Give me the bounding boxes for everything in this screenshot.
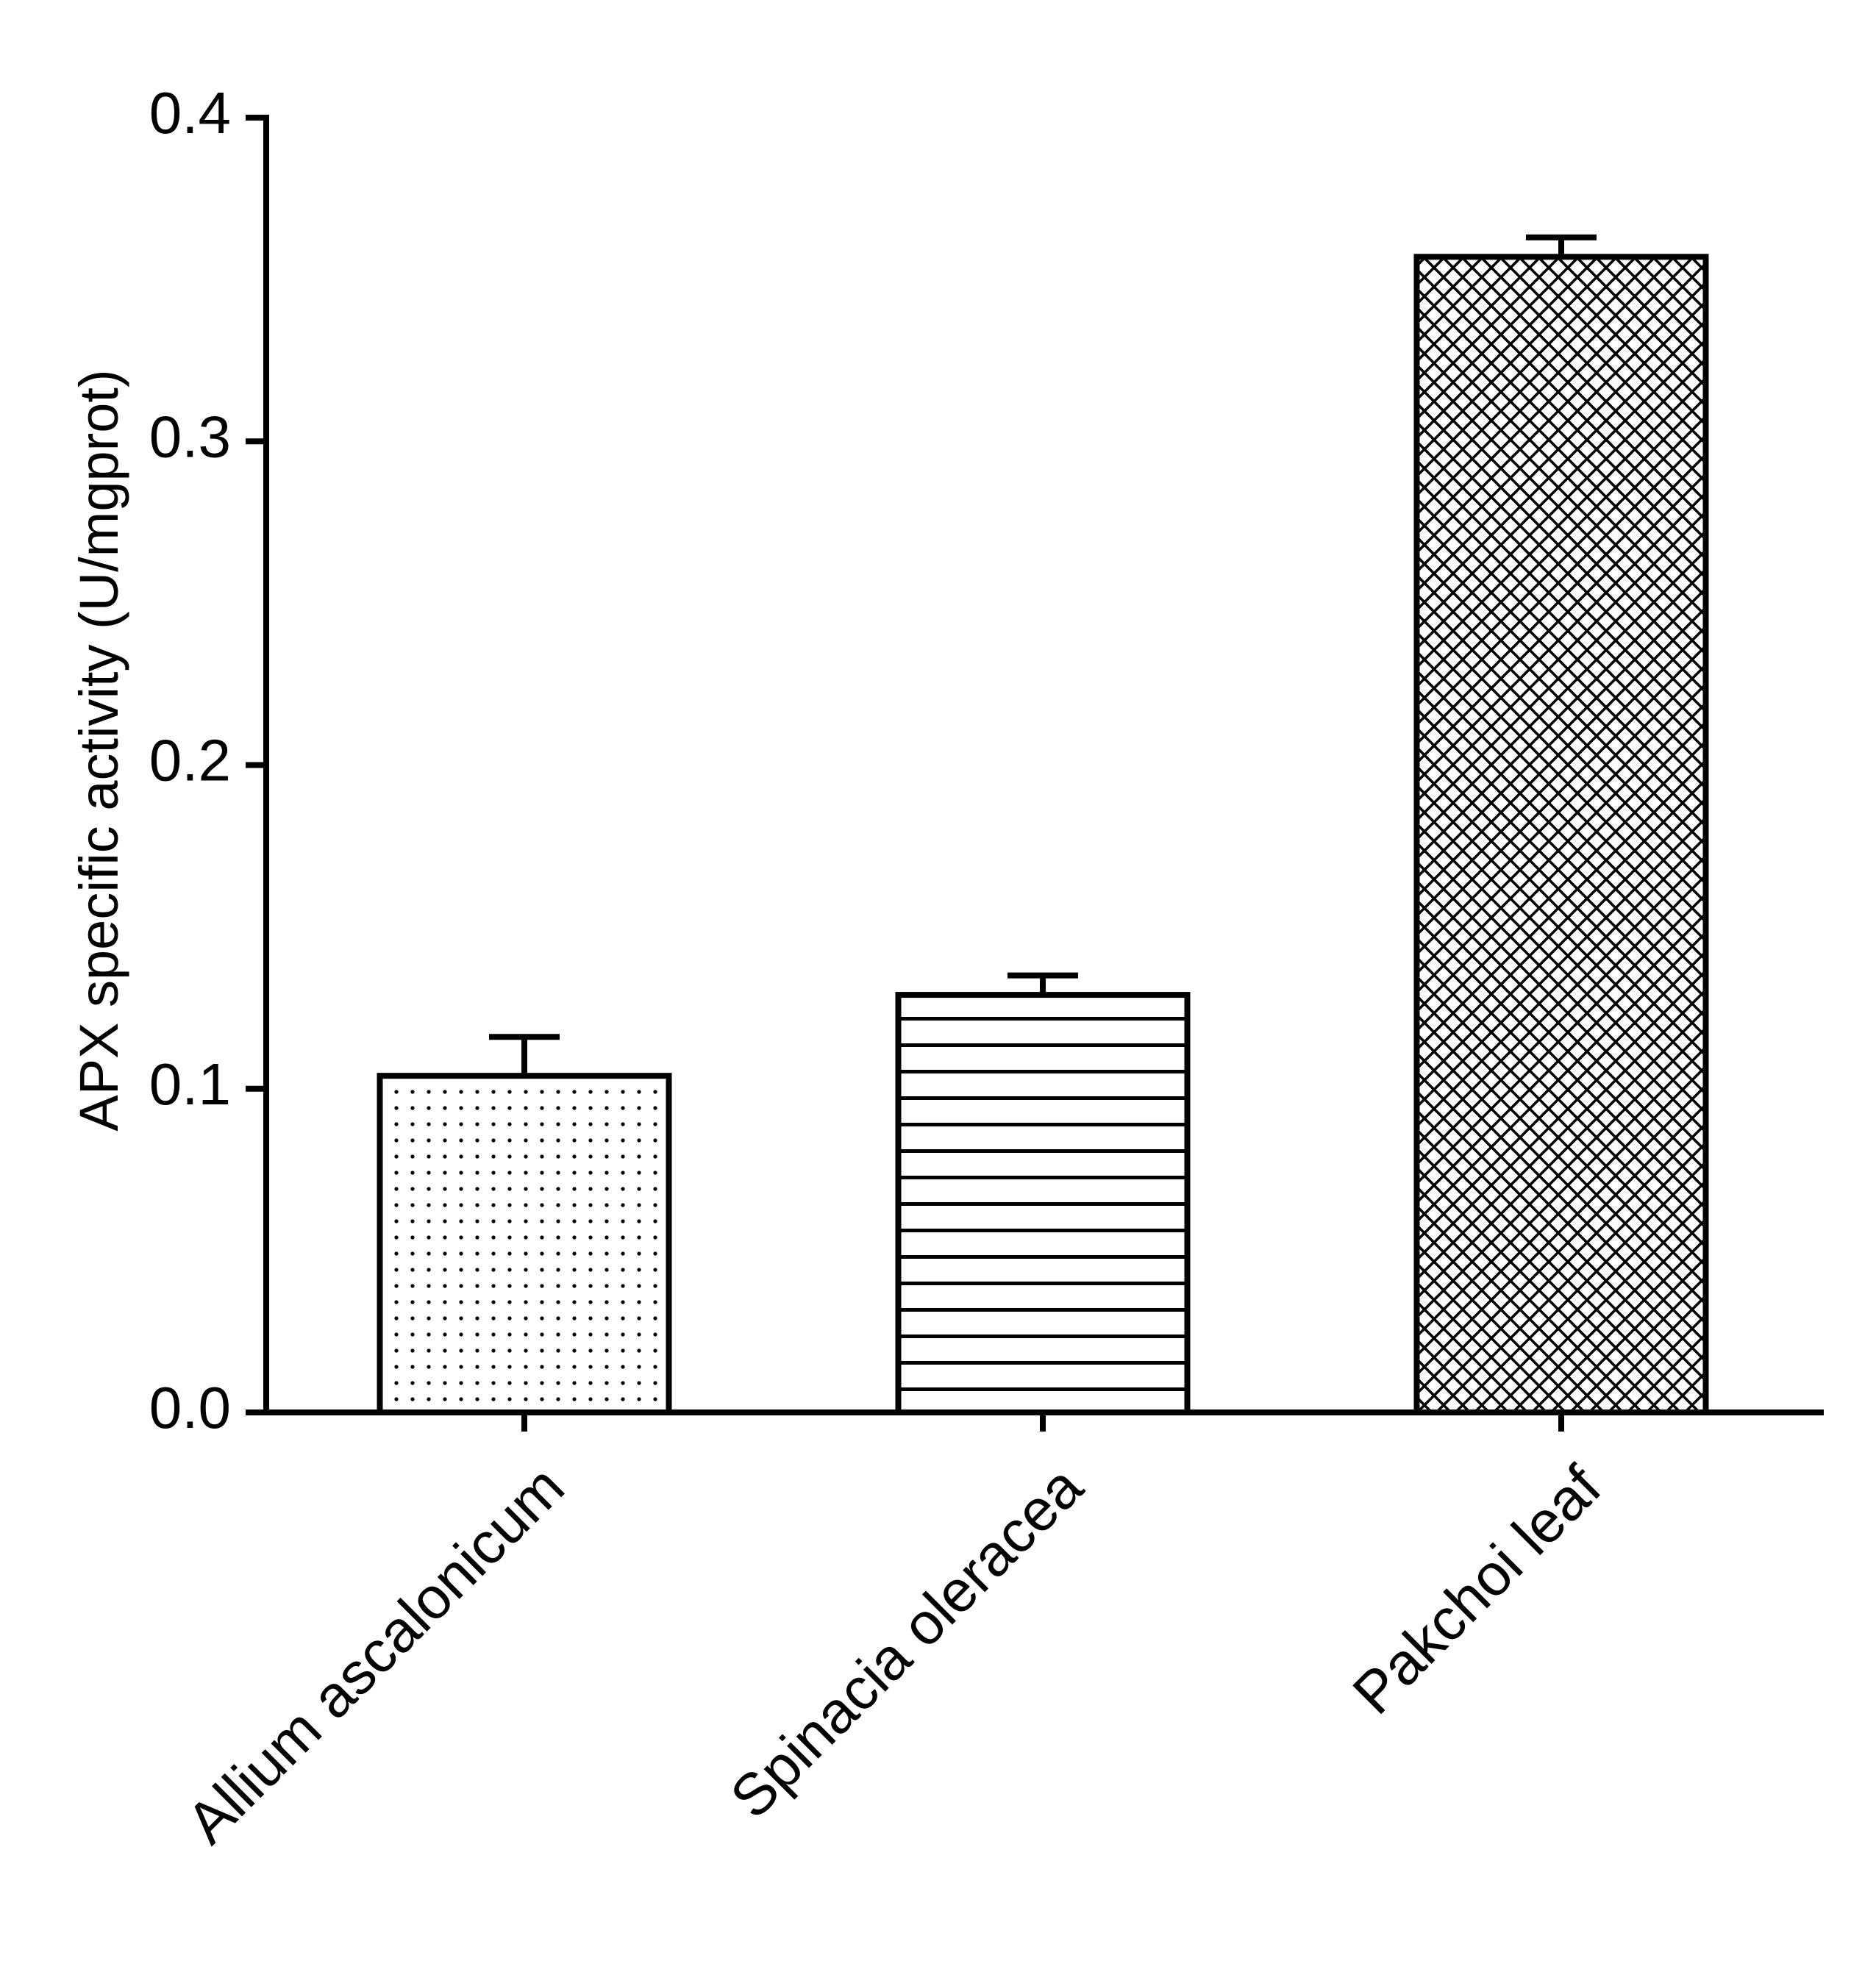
x-tick-label-3: Pakchoi leaf — [1341, 1453, 1614, 1726]
y-axis-label: APX specific activity (U/mgprot) — [68, 369, 129, 1131]
y-tick-label-4: 0.3 — [149, 404, 231, 469]
y-tick-label-3: 0.2 — [149, 728, 231, 793]
y-tick-label-1: 0.0 — [149, 1375, 231, 1440]
bar-1 — [377, 1073, 672, 1415]
x-tick-label-2: Spinacia oleracea — [718, 1453, 1095, 1830]
y-tick-label-2: 0.1 — [149, 1051, 231, 1117]
labels-layer: Allium ascalonicum Spinacia oleracea Pakch… — [68, 80, 1613, 1856]
axes-layer — [246, 115, 1824, 1432]
x-tick-label-1: Allium ascalonicum — [174, 1454, 577, 1856]
bar-2 — [895, 992, 1191, 1415]
y-tick-label-5: 0.4 — [149, 80, 231, 146]
bars-layer — [377, 234, 1709, 1415]
bar-3 — [1413, 254, 1709, 1415]
